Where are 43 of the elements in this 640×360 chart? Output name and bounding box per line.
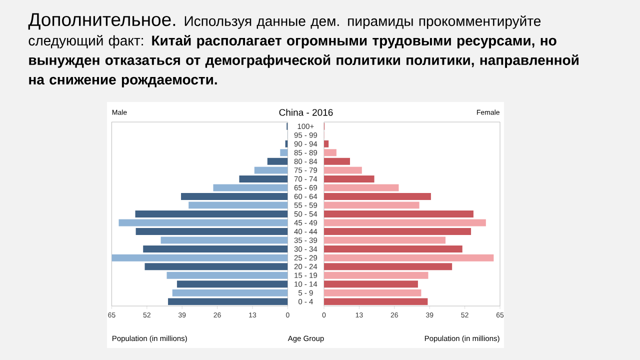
bar xyxy=(324,280,418,288)
bar xyxy=(168,298,288,306)
text: на снижение рождаемости. xyxy=(29,76,217,88)
bar xyxy=(324,158,350,165)
bar xyxy=(112,254,288,262)
bar xyxy=(324,149,336,156)
bar xyxy=(166,272,288,279)
bar xyxy=(213,184,288,192)
bar xyxy=(188,202,288,209)
bar xyxy=(135,210,288,218)
bar xyxy=(181,192,288,200)
bar xyxy=(160,236,288,244)
bar xyxy=(136,228,288,236)
text: Используя данные дем. пирамиды прокомментируйте xyxy=(184,16,541,29)
bar xyxy=(324,246,462,253)
bar xyxy=(324,166,362,174)
bar xyxy=(143,246,288,253)
text: Дополнительное. xyxy=(28,13,176,30)
bar xyxy=(324,289,422,296)
bar xyxy=(324,192,431,200)
bar xyxy=(118,219,288,226)
bar xyxy=(239,175,288,182)
bar xyxy=(267,158,288,165)
bar xyxy=(176,280,288,288)
bar xyxy=(324,219,486,226)
bar xyxy=(324,272,428,279)
bar xyxy=(324,263,452,270)
text: следующий факт: Китай располагает огромными трудовыми ресурсами, но xyxy=(28,35,556,48)
bar xyxy=(324,175,374,182)
bar xyxy=(324,254,494,262)
bar xyxy=(324,298,428,306)
bar xyxy=(280,149,288,156)
bar xyxy=(254,166,288,174)
bar xyxy=(324,202,420,209)
bar xyxy=(324,184,399,192)
bar xyxy=(324,210,474,218)
text: вынужден отказаться от демографической политики политики, направленной xyxy=(29,54,578,68)
bar xyxy=(144,263,288,270)
bar xyxy=(324,228,472,236)
text: China - 2016 xyxy=(279,108,333,116)
bar xyxy=(324,140,329,148)
bar xyxy=(172,289,288,296)
bar xyxy=(324,236,446,244)
